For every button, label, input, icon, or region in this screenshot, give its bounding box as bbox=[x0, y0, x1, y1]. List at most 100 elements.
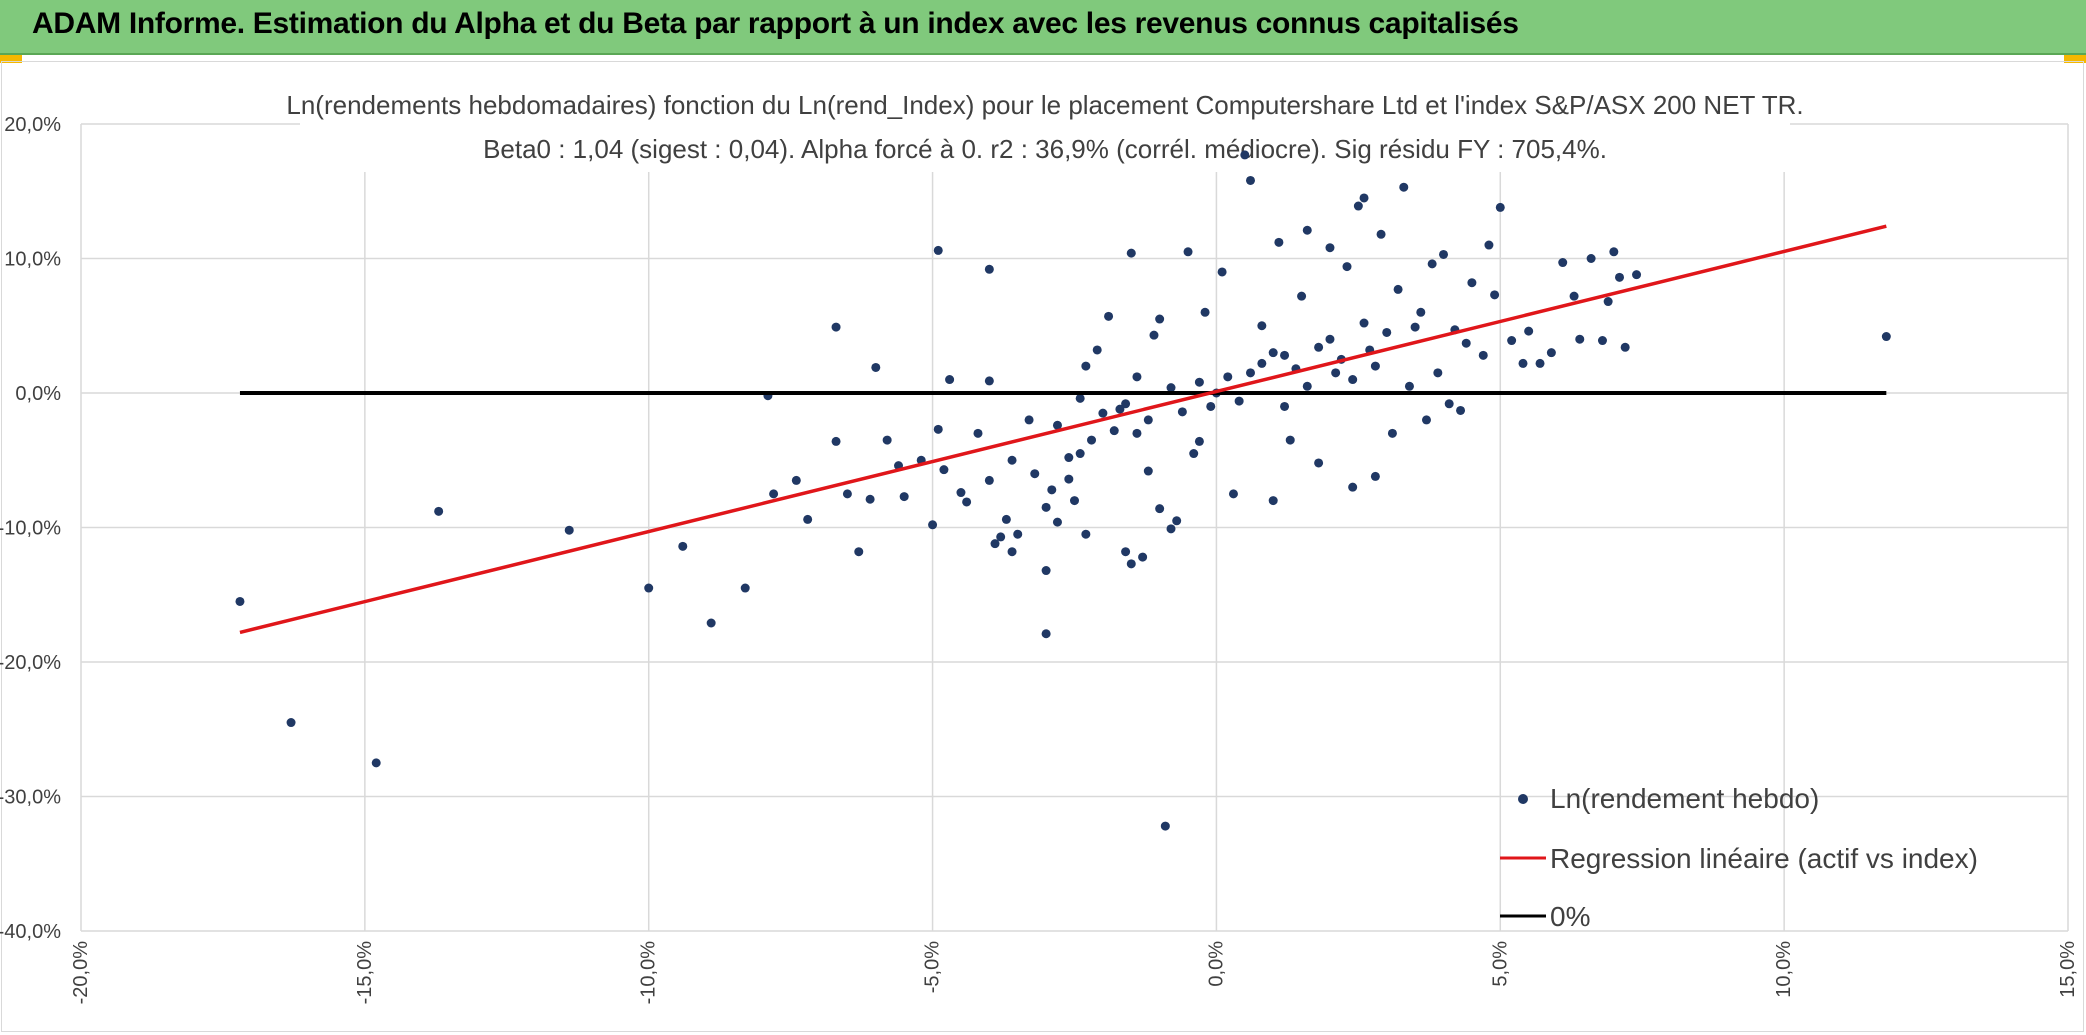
scatter-point bbox=[939, 465, 949, 475]
scatter-point bbox=[984, 376, 994, 386]
scatter-point bbox=[1143, 466, 1153, 476]
scatter-point bbox=[1104, 311, 1114, 321]
scatter-point bbox=[1461, 338, 1471, 348]
tick-layer: 20,0% 10,0% 0,0% -10,0% -20,0% -30,0% -40,0% -2… bbox=[0, 114, 2079, 1004]
scatter-point bbox=[1177, 407, 1187, 417]
scatter-point bbox=[1189, 449, 1199, 459]
scatter-point bbox=[1325, 243, 1335, 253]
scatter-point bbox=[865, 494, 875, 504]
scatter-point bbox=[644, 583, 654, 593]
scatter-point bbox=[1024, 415, 1034, 425]
scatter-point bbox=[1280, 401, 1290, 411]
x-tick-label: -5,0% bbox=[922, 941, 944, 993]
chart-title: Ln(rendements hebdomadaires) fonction du… bbox=[286, 84, 1804, 172]
scatter-point bbox=[1081, 529, 1091, 539]
scatter-point bbox=[1558, 258, 1568, 268]
scatter-point bbox=[1268, 348, 1278, 358]
scatter-point bbox=[882, 435, 892, 445]
scatter-point bbox=[1052, 420, 1062, 430]
chart-title-line-2: Beta0 : 1,04 (sigest : 0,04). Alpha forc… bbox=[483, 134, 1607, 164]
scatter-point bbox=[1274, 237, 1284, 247]
header-bar: ADAM Informe. Estimation du Alpha et du … bbox=[0, 0, 2086, 55]
scatter-point bbox=[933, 424, 943, 434]
scatter-point bbox=[1217, 267, 1227, 277]
scatter-point bbox=[1302, 381, 1312, 391]
scatter-point bbox=[235, 596, 245, 606]
scatter-point bbox=[1353, 201, 1363, 211]
left-corner-accent bbox=[0, 55, 22, 63]
scatter-point bbox=[1359, 193, 1369, 203]
scatter-point bbox=[1132, 428, 1142, 438]
y-tick-label: 10,0% bbox=[4, 249, 61, 271]
scatter-point bbox=[1393, 284, 1403, 294]
scatter-point bbox=[1404, 381, 1414, 391]
scatter-point bbox=[791, 475, 801, 485]
scatter-point bbox=[1183, 247, 1193, 257]
y-tick-label: -10,0% bbox=[0, 518, 61, 540]
scatter-point bbox=[1359, 318, 1369, 328]
scatter-point bbox=[1575, 334, 1585, 344]
scatter-point bbox=[1331, 368, 1341, 378]
page-title: ADAM Informe. Estimation du Alpha et du … bbox=[32, 7, 1519, 40]
y-tick-label: 0,0% bbox=[15, 383, 61, 405]
scatter-point bbox=[1467, 278, 1477, 288]
scatter-point bbox=[1115, 404, 1125, 414]
x-tick-label: 10,0% bbox=[1773, 941, 1795, 998]
scatter-point bbox=[1382, 327, 1392, 337]
scatter-point bbox=[1427, 259, 1437, 269]
scatter-point bbox=[1052, 517, 1062, 527]
scatter-point bbox=[1348, 375, 1358, 385]
scatter-point bbox=[1416, 307, 1426, 317]
legend-label-regression: Regression linéaire (actif vs index) bbox=[1550, 843, 1978, 874]
scatter-point bbox=[1001, 514, 1011, 524]
scatter-point bbox=[564, 525, 574, 535]
scatter-point bbox=[962, 497, 972, 507]
scatter-point bbox=[1081, 361, 1091, 371]
scatter-point bbox=[928, 520, 938, 530]
scatter-point bbox=[1155, 314, 1165, 324]
scatter-point bbox=[1518, 358, 1528, 368]
scatter-point bbox=[1138, 552, 1148, 562]
scatter-point bbox=[1535, 358, 1545, 368]
y-tick-label: -40,0% bbox=[0, 921, 61, 943]
scatter-point bbox=[1064, 474, 1074, 484]
scatter-point bbox=[706, 618, 716, 628]
scatter-point bbox=[1109, 426, 1119, 436]
scatter-point bbox=[1478, 350, 1488, 360]
scatter-point bbox=[1615, 272, 1625, 282]
scatter-point bbox=[1194, 436, 1204, 446]
legend-label-scatter: Ln(rendement hebdo) bbox=[1550, 783, 1819, 814]
right-corner-accent bbox=[2064, 55, 2086, 63]
scatter-point bbox=[1041, 566, 1051, 576]
scatter-point bbox=[1609, 247, 1619, 257]
scatter-point bbox=[1126, 559, 1136, 569]
legend-label-zero: 0% bbox=[1550, 901, 1590, 932]
scatter-point bbox=[990, 539, 1000, 549]
scatter-point bbox=[1881, 332, 1891, 342]
scatter-point bbox=[1087, 435, 1097, 445]
scatter-point bbox=[1149, 330, 1159, 340]
scatter-point bbox=[984, 264, 994, 274]
scatter-point bbox=[1314, 342, 1324, 352]
scatter-point bbox=[1172, 516, 1182, 526]
scatter-point bbox=[1092, 345, 1102, 355]
scatter-point bbox=[1490, 290, 1500, 300]
scatter-point bbox=[1569, 291, 1579, 301]
legend-marker-scatter bbox=[1518, 794, 1528, 804]
scatter-point bbox=[1507, 336, 1517, 346]
scatter-point bbox=[1586, 254, 1596, 263]
scatter-point bbox=[1041, 502, 1051, 512]
scatter-point bbox=[1257, 358, 1267, 368]
x-tick-label: 15,0% bbox=[2057, 941, 2079, 998]
scatter-point bbox=[1206, 401, 1216, 411]
scatter-point bbox=[842, 489, 852, 499]
scatter-point bbox=[1439, 249, 1449, 259]
scatter-point bbox=[1302, 225, 1312, 235]
scatter-point bbox=[1325, 334, 1335, 344]
scatter-point bbox=[1030, 469, 1040, 479]
legend: Ln(rendement hebdo) Regression linéaire … bbox=[1500, 783, 1978, 932]
scatter-point bbox=[1495, 202, 1505, 212]
scatter-point bbox=[286, 718, 296, 728]
scatter-point bbox=[1620, 342, 1630, 352]
